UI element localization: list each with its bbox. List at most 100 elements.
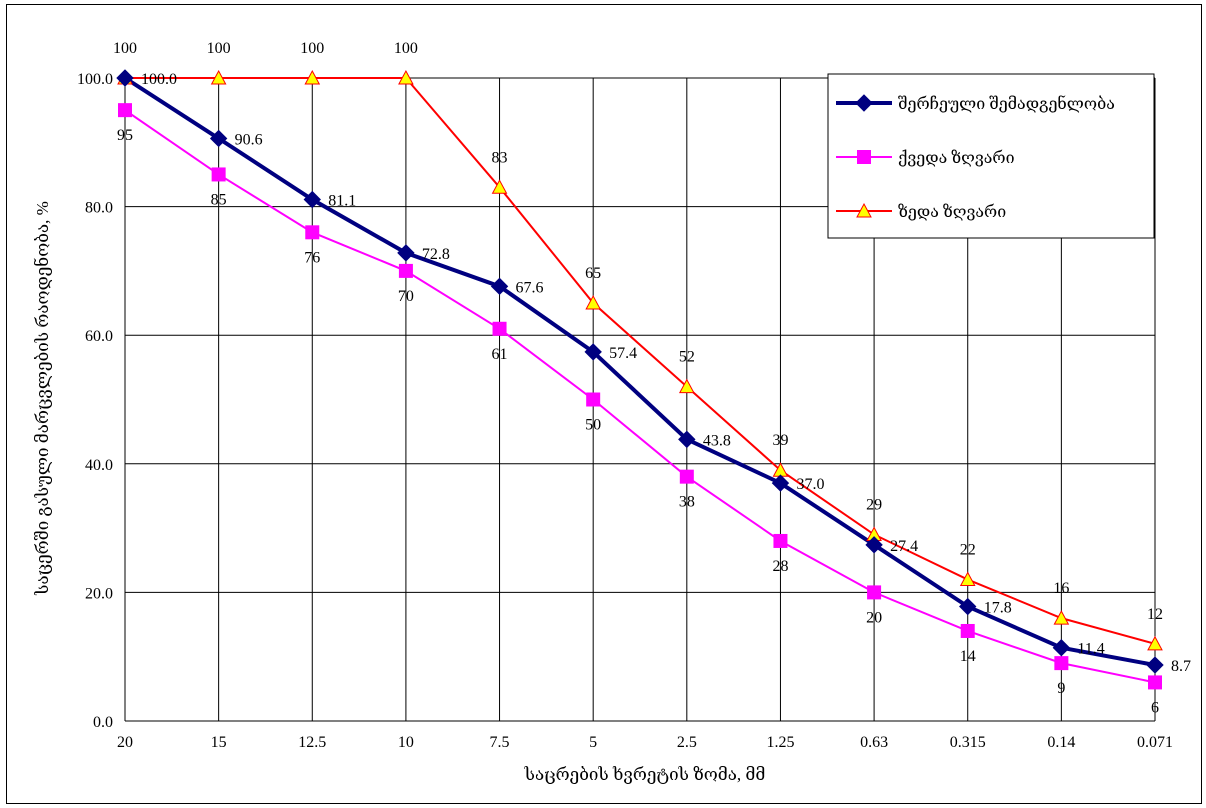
data-label-series-0: 81.1 [328,193,356,210]
x-tick-label: 7.5 [490,734,510,751]
series-2-marker [210,69,227,85]
x-tick-label: 5 [589,734,597,751]
series-0-marker [865,536,883,554]
data-label-series-2: 83 [492,149,508,166]
legend-label-2: ზედა ზღვარი [898,203,1006,221]
x-tick-label: 10 [398,734,414,751]
series-0-marker [678,430,696,449]
series-1-marker [1054,656,1069,671]
series-0-marker [959,597,977,616]
data-label-series-2: 52 [679,349,695,366]
data-label-series-1: 70 [398,288,414,305]
series-0-marker [771,474,790,492]
series-2-marker [585,294,602,310]
series-2-marker [1053,610,1070,625]
y-tick-label: 80.0 [85,200,113,217]
x-tick-label: 1.25 [766,734,794,751]
data-label-series-0: 67.6 [516,279,544,296]
data-label-series-2: 39 [772,432,788,449]
series-2-marker [304,69,321,85]
series-0-marker [116,69,134,87]
data-label-series-0: 57.4 [609,345,637,362]
x-axis-ticks: 20 15 12.5 10 7.5 5 2.5 1.25 0.63 0.315 0.14 0.071 [117,734,1173,751]
x-tick-label: 20 [117,734,133,751]
series-1-marker [773,533,788,548]
data-label-series-0: 17.8 [984,600,1012,617]
series-group [116,69,1164,690]
x-axis-label: საცრების ხვრეტის ზომა, მმ [524,765,766,784]
legend: შერჩეული შემადგენლობა ქვედა ზღვარი ზედა ზღ… [827,73,1155,239]
series-1-marker [305,225,320,240]
data-label-series-1: 9 [1057,680,1065,697]
data-label-series-2: 100 [300,40,324,57]
data-label-series-2: 100 [207,40,231,57]
data-label-series-0: 100.0 [141,71,177,88]
x-tick-label: 12.5 [298,734,326,751]
legend-marker-0 [855,94,873,112]
series-1-marker [867,585,882,600]
legend-label-1: ქვედა ზღვარი [898,149,1015,167]
data-label-series-1: 6 [1151,699,1159,716]
x-tick-label: 0.63 [860,734,888,751]
y-tick-label: 40.0 [85,457,113,474]
data-labels: 100.0 90.6 81.1 72.8 67.6 57.4 43.8 37.0 27.4 17.… [113,40,1191,716]
series-0-marker [209,129,228,148]
x-tick-label: 15 [211,734,227,751]
data-label-series-2: 100 [394,40,418,57]
series-0-marker [303,190,321,209]
data-label-series-1: 76 [304,249,320,266]
series-line-0 [123,76,1156,668]
series-1-marker [679,469,694,484]
series-0-marker [1146,656,1164,674]
data-label-series-1: 28 [772,558,788,575]
data-label-series-0: 43.8 [703,432,731,449]
data-label-series-1: 61 [492,346,508,363]
legend-marker-1 [857,150,871,164]
series-1-marker [960,623,975,638]
series-2-marker [678,378,695,394]
y-tick-label: 0.0 [93,714,113,731]
series-0-marker [584,343,602,361]
y-axis-label: საცერში გასული მარცვლების რაოდენობა, % [33,201,52,596]
x-tick-label: 0.071 [1137,734,1173,751]
data-label-series-1: 38 [679,494,695,511]
series-line-1 [124,109,1156,684]
data-label-series-1: 50 [585,417,601,434]
data-label-series-2: 22 [960,542,976,559]
series-2-marker [1147,635,1163,651]
series-1-marker [1148,675,1162,690]
x-tick-label: 0.14 [1047,734,1075,751]
data-label-series-1: 85 [211,191,227,208]
series-2-marker [398,69,414,85]
series-1-marker [492,321,507,336]
x-tick-label: 0.315 [950,734,986,751]
series-2-marker [959,571,976,587]
y-tick-label: 60.0 [85,328,113,345]
series-1-marker [586,392,601,407]
series-0-marker [490,277,509,296]
data-label-series-2: 12 [1147,606,1163,623]
data-label-series-1: 14 [960,648,976,665]
y-tick-label: 100.0 [77,71,113,88]
data-label-series-0: 11.4 [1077,641,1104,658]
series-0-marker [397,244,415,262]
series-1-marker [398,263,413,278]
series-1-marker [211,167,226,182]
data-label-series-2: 29 [866,497,882,514]
data-label-series-0: 8.7 [1171,658,1191,675]
series-line-2 [125,77,1156,645]
data-label-series-0: 90.6 [235,131,263,148]
legend-marker-2 [856,202,872,218]
data-label-series-0: 37.0 [796,476,824,493]
data-label-series-0: 72.8 [422,246,450,263]
series-1-marker [118,103,132,118]
data-label-series-2: 65 [585,265,601,282]
x-tick-label: 2.5 [677,734,697,751]
legend-label-0: შერჩეული შემადგენლობა [898,94,1115,113]
series-2-marker [491,179,508,194]
y-tick-label: 20.0 [85,585,113,602]
data-label-series-2: 16 [1053,580,1069,597]
data-label-series-0: 27.4 [890,538,918,555]
data-label-series-1: 20 [866,609,882,626]
